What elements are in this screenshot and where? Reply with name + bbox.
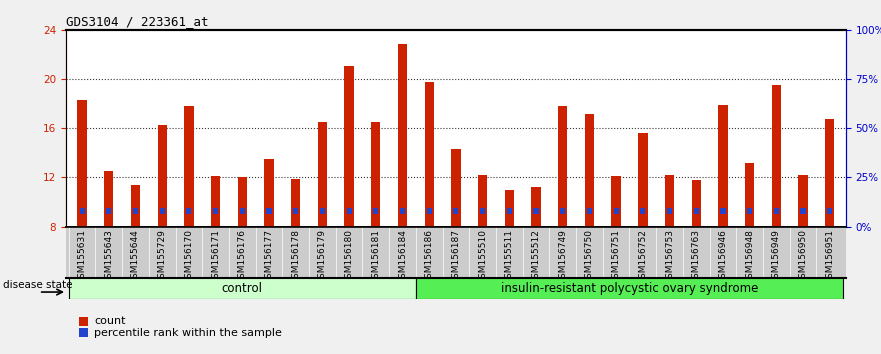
Bar [344,66,354,227]
Bar [374,207,378,214]
Text: insulin-resistant polycystic ovary syndrome: insulin-resistant polycystic ovary syndr… [500,282,759,295]
Bar [416,278,843,299]
Bar [827,207,833,214]
Bar [507,207,512,214]
Bar [478,175,487,227]
Bar [585,114,594,227]
Bar [159,207,165,214]
Bar [187,207,191,214]
Bar [638,133,648,227]
Bar [718,105,728,227]
Bar [693,207,699,214]
Bar [774,207,779,214]
Bar [78,100,86,227]
Text: GDS3104 / 223361_at: GDS3104 / 223361_at [66,15,209,28]
Bar [211,176,220,227]
Bar [798,175,808,227]
Bar [745,163,754,227]
Bar [665,175,674,227]
Bar [291,179,300,227]
Bar [558,106,567,227]
Bar [425,82,433,227]
Bar [130,185,140,227]
Bar [69,278,416,299]
Bar [505,190,514,227]
Bar [371,122,381,227]
Bar [560,207,566,214]
Bar [721,207,725,214]
Bar [158,125,167,227]
Bar [825,119,834,227]
Bar [531,187,541,227]
Bar [346,207,352,214]
Bar [692,180,701,227]
Bar [320,207,325,214]
Bar [640,207,646,214]
Bar [293,207,299,214]
Bar [480,207,485,214]
Bar [587,207,592,214]
Bar [318,122,327,227]
Bar [240,207,245,214]
Bar [451,149,461,227]
Bar [133,207,138,214]
Bar [79,207,85,214]
Bar [398,44,407,227]
Bar [107,207,111,214]
Bar [801,207,805,214]
Bar [266,207,271,214]
Bar [667,207,672,214]
Bar [611,176,621,227]
Bar [747,207,752,214]
Bar [184,106,194,227]
Bar [213,207,218,214]
Bar [264,159,274,227]
Text: count: count [94,316,126,326]
Bar [104,171,114,227]
Bar [534,207,538,214]
Bar [454,207,458,214]
Bar [400,207,405,214]
Text: percentile rank within the sample: percentile rank within the sample [94,328,282,338]
Bar [426,207,432,214]
Bar [772,85,781,227]
Text: disease state: disease state [3,280,72,290]
Bar [238,177,247,227]
Bar [613,207,618,214]
Text: control: control [222,282,263,295]
